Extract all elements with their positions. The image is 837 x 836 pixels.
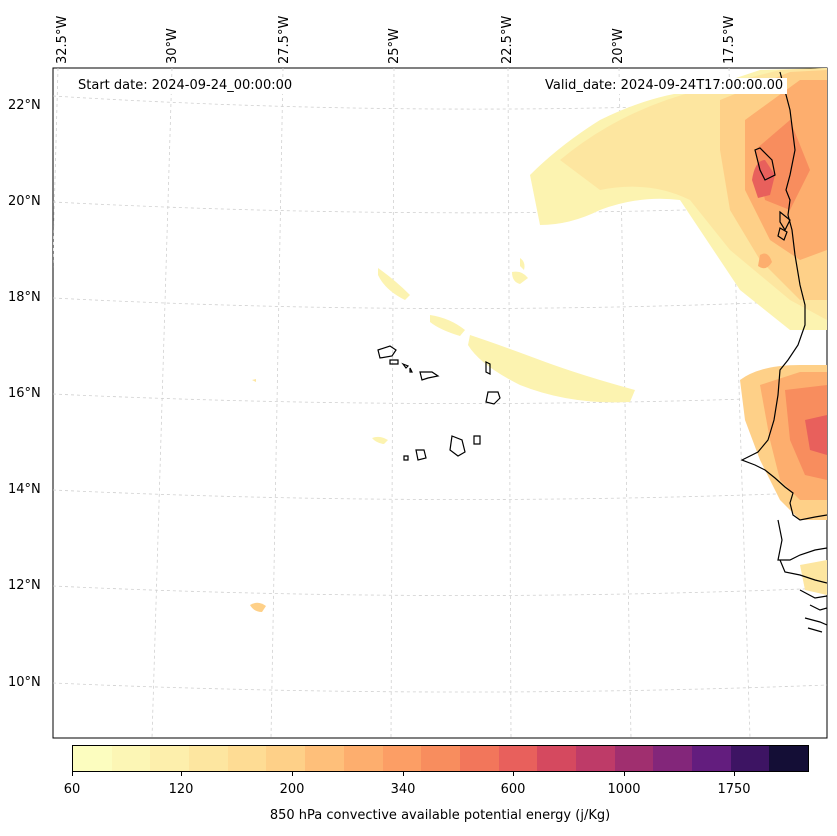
colorbar-tick-120: 120 [168, 782, 194, 797]
colorbar-swatch [305, 746, 344, 771]
colorbar-swatch [692, 746, 731, 771]
cape-core-south [805, 415, 827, 455]
colorbar-swatch [537, 746, 576, 771]
cape-field [250, 68, 827, 612]
colorbar-swatch [111, 746, 151, 771]
colorbar-swatch [575, 746, 615, 771]
colorbar [72, 745, 809, 772]
colorbar-tickmark [734, 772, 735, 776]
colorbar-swatch [459, 746, 499, 771]
lat-label-10n: 10°N [8, 675, 41, 690]
lat-label-14n: 14°N [8, 482, 41, 497]
colorbar-swatch [266, 746, 306, 771]
colorbar-swatch [614, 746, 654, 771]
colorbar-swatch [769, 746, 809, 771]
colorbar-tick-340: 340 [390, 782, 416, 797]
lon-label-17-5w: 17.5°W [722, 15, 737, 64]
colorbar-swatch [343, 746, 383, 771]
colorbar-tickmark [292, 772, 293, 776]
lat-label-12n: 12°N [8, 578, 41, 593]
lon-label-30w: 30°W [165, 28, 180, 64]
colorbar-swatch [421, 746, 460, 771]
gridlines [53, 68, 827, 738]
colorbar-swatch [73, 746, 112, 771]
colorbar-swatch [498, 746, 538, 771]
lon-label-20w: 20°W [611, 28, 626, 64]
colorbar-swatch [227, 746, 267, 771]
africa-coastline [740, 71, 827, 521]
cape-core-north [752, 160, 775, 198]
start-date-label: Start date: 2024-09-24_00:00:00 [74, 78, 297, 94]
colorbar-tick-1750: 1750 [717, 782, 751, 797]
colorbar-tickmark [624, 772, 625, 776]
colorbar-swatch [730, 746, 770, 771]
colorbar-tick-60: 60 [63, 782, 81, 797]
colorbar-tick-200: 200 [279, 782, 305, 797]
cape-verde-islands [377, 345, 501, 461]
colorbar-tickmark [513, 772, 514, 776]
lat-label-18n: 18°N [8, 290, 41, 305]
lat-label-20n: 20°N [8, 194, 41, 209]
lon-label-32-5w: 32.5°W [55, 15, 70, 64]
colorbar-label: 850 hPa convective available potential e… [269, 808, 611, 823]
valid-date-label: Valid_date: 2024-09-24T17:00:00.00 [541, 78, 788, 94]
colorbar-tickmark [72, 772, 73, 776]
coastlines [740, 71, 827, 633]
lon-label-27-5w: 27.5°W [277, 15, 292, 64]
colorbar-tick-600: 600 [500, 782, 526, 797]
lon-label-22-5w: 22.5°W [500, 15, 515, 64]
colorbar-tickmark [181, 772, 182, 776]
colorbar-tick-1000: 1000 [607, 782, 641, 797]
lat-label-16n: 16°N [8, 386, 41, 401]
colorbar-swatch [150, 746, 190, 771]
colorbar-swatch [189, 746, 228, 771]
colorbar-tickmark [403, 772, 404, 776]
lat-label-22n: 22°N [8, 98, 41, 113]
cape-patch-band [468, 335, 635, 403]
colorbar-swatch [653, 746, 692, 771]
lon-label-25w: 25°W [387, 28, 402, 64]
colorbar-swatch [382, 746, 422, 771]
